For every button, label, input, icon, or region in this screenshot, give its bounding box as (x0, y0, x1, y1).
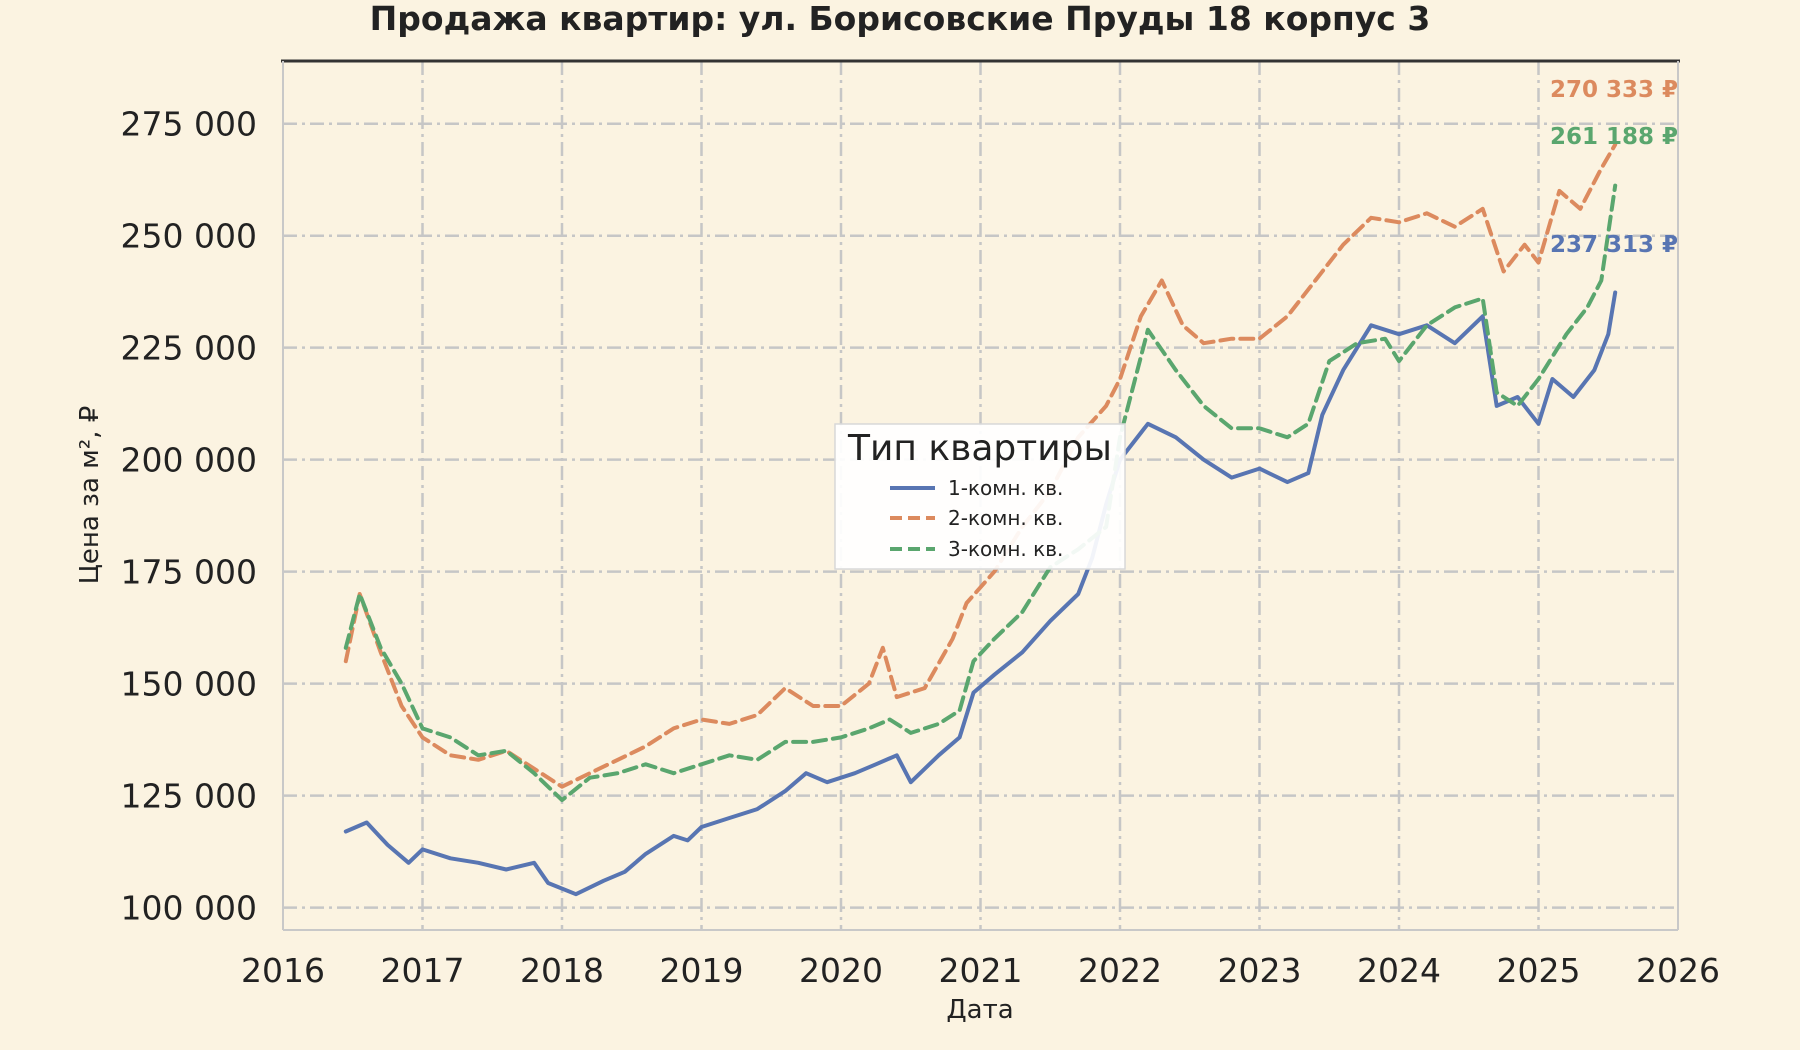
x-tick-label: 2024 (1357, 951, 1441, 990)
series-line-3 (343, 183, 1618, 803)
x-axis-ticks: 2016 2017 2018 2019 2020 2021 2022 2023 2024 2025… (241, 951, 1720, 990)
chart-title: Продажа квартир: ул. Борисовские Пруды 1… (370, 0, 1431, 38)
x-tick-label: 2021 (939, 951, 1023, 990)
x-tick-label: 2017 (381, 951, 465, 990)
grid (283, 61, 1678, 930)
y-tick-label: 125 000 (121, 777, 257, 816)
y-axis-label: Цена за м², ₽ (75, 406, 105, 585)
x-tick-label: 2022 (1078, 951, 1162, 990)
end-label-3: 261 188 ₽ (1550, 124, 1678, 150)
legend-box (834, 423, 1126, 570)
y-axis-ticks: 100 000 125 000 150 000 175 000 200 000 225 0… (121, 105, 257, 928)
legend: Тип квартиры 1-комн. кв. 2-комн. кв. 3-к… (834, 423, 1126, 570)
legend-title: Тип квартиры (847, 428, 1112, 469)
series-lines (343, 142, 1618, 897)
end-label-1: 237 313 ₽ (1550, 232, 1678, 258)
legend-entry-1: 1-комн. кв. (948, 476, 1063, 500)
x-tick-label: 2016 (241, 951, 325, 990)
y-tick-label: 250 000 (121, 217, 257, 256)
x-tick-label: 2018 (520, 951, 604, 990)
y-tick-label: 225 000 (121, 329, 257, 368)
y-tick-label: 175 000 (121, 553, 257, 592)
y-tick-label: 275 000 (121, 105, 257, 144)
y-tick-label: 150 000 (121, 665, 257, 704)
end-label-2: 270 333 ₽ (1550, 77, 1678, 103)
x-tick-label: 2020 (799, 951, 883, 990)
y-tick-label: 100 000 (121, 889, 257, 928)
legend-entry-3: 3-комн. кв. (948, 537, 1063, 561)
series-line-2 (343, 142, 1618, 789)
y-tick-label: 200 000 (121, 441, 257, 480)
x-tick-label: 2023 (1218, 951, 1302, 990)
end-labels: 237 313 ₽ 270 333 ₽ 261 188 ₽ (1550, 77, 1678, 258)
x-axis-label: Дата (946, 995, 1013, 1025)
x-tick-label: 2026 (1636, 951, 1720, 990)
legend-entry-2: 2-комн. кв. (948, 506, 1063, 530)
series-line-1 (343, 290, 1618, 897)
x-tick-label: 2025 (1497, 951, 1581, 990)
x-tick-label: 2019 (660, 951, 744, 990)
